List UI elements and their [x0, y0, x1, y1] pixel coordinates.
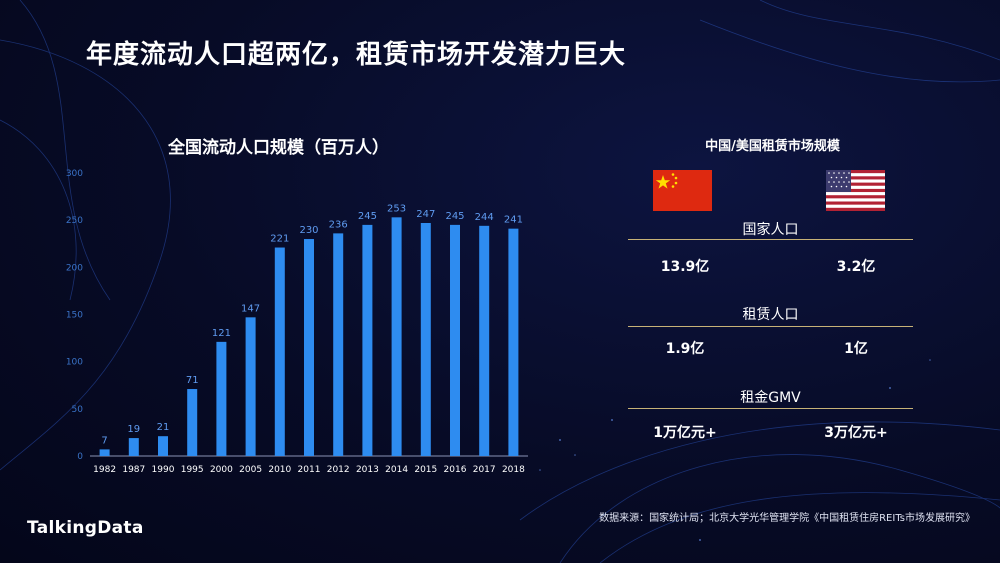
y-tick-label: 0 [77, 452, 83, 462]
comparison-title: 中国/美国租赁市场规模 [705, 139, 840, 154]
y-tick-label: 250 [66, 216, 83, 226]
x-tick-label-2018: 2018 [502, 465, 525, 475]
metric-label-population: 国家人口 [742, 222, 799, 238]
bar-2018 [508, 228, 519, 456]
x-tick-label-2016: 2016 [444, 465, 467, 475]
divider-line [628, 239, 913, 240]
x-tick-label-2012: 2012 [327, 465, 350, 475]
data-label-2015: 247 [416, 209, 435, 220]
x-tick-label-1995: 1995 [181, 465, 204, 475]
data-label-2005: 147 [241, 303, 260, 314]
data-label-1995: 71 [186, 375, 199, 386]
y-tick-label: 200 [66, 263, 83, 273]
data-label-2011: 230 [299, 225, 318, 236]
talkingdata-logo: TalkingData [27, 518, 144, 538]
slide-title: 年度流动人口超两亿，租赁市场开发潜力巨大 [86, 40, 627, 70]
china-renters-value: 1.9亿 [665, 341, 705, 357]
data-label-2014: 253 [387, 203, 406, 214]
bar-2013 [362, 224, 373, 456]
bar-2005 [245, 317, 256, 456]
divider-line [628, 326, 913, 327]
x-tick-label-1982: 1982 [93, 465, 116, 475]
source-note: 数据来源：国家统计局；北京大学光华管理学院《中国租赁住房REITs市场发展研究》 [599, 513, 975, 524]
bar-1982 [99, 449, 110, 456]
data-label-2012: 236 [329, 219, 348, 230]
data-label-2016: 245 [445, 211, 464, 222]
population-bar-chart: 0 50 100 150 200 250 300 7 1982 19 1987 21 1990 71 199… [66, 169, 528, 475]
usa-gmv-value: 3万亿元+ [824, 425, 888, 441]
y-tick-label: 150 [66, 311, 83, 321]
bar-2000 [216, 341, 227, 456]
metric-label-renters: 租赁人口 [742, 307, 799, 323]
data-label-2000: 121 [212, 328, 231, 339]
bar-1987 [128, 438, 139, 456]
x-tick-label-2000: 2000 [210, 465, 233, 475]
x-tick-label-1987: 1987 [122, 465, 145, 475]
y-tick-label: 100 [66, 358, 83, 368]
x-tick-label-2010: 2010 [268, 465, 291, 475]
bar-2016 [450, 224, 460, 456]
bar-2011 [304, 239, 314, 456]
y-tick-label: 50 [72, 405, 84, 415]
data-label-1982: 7 [101, 435, 107, 446]
x-tick-label-1990: 1990 [152, 465, 175, 475]
bar-2015 [420, 222, 431, 456]
x-tick-label-2005: 2005 [239, 465, 262, 475]
china-population-value: 13.9亿 [660, 259, 710, 275]
x-tick-label-2011: 2011 [298, 465, 321, 475]
usa-flag-icon [826, 170, 885, 211]
data-label-2018: 241 [504, 215, 523, 226]
china-flag-icon [653, 170, 712, 211]
bar-2014 [391, 217, 402, 456]
chart-title: 全国流动人口规模（百万人） [168, 138, 389, 158]
china-gmv-value: 1万亿元+ [653, 425, 717, 441]
bar-1995 [187, 389, 198, 456]
data-label-1987: 19 [127, 424, 140, 435]
usa-population-value: 3.2亿 [836, 259, 876, 275]
x-tick-label-2017: 2017 [473, 465, 496, 475]
data-label-2013: 245 [358, 211, 377, 222]
divider-line [628, 408, 913, 409]
x-tick-label-2013: 2013 [356, 465, 379, 475]
usa-renters-value: 1亿 [844, 341, 868, 357]
data-label-1990: 21 [157, 422, 170, 433]
data-label-2017: 244 [475, 212, 494, 223]
bar-1990 [158, 436, 168, 456]
x-tick-label-2015: 2015 [414, 465, 437, 475]
data-label-2010: 221 [270, 234, 289, 245]
x-tick-label-2014: 2014 [385, 465, 408, 475]
y-tick-label: 300 [66, 169, 83, 179]
bar-2010 [274, 247, 285, 456]
bar-2012 [333, 233, 344, 456]
bar-2017 [479, 225, 490, 456]
metric-label-gmv: 租金GMV [740, 390, 801, 406]
